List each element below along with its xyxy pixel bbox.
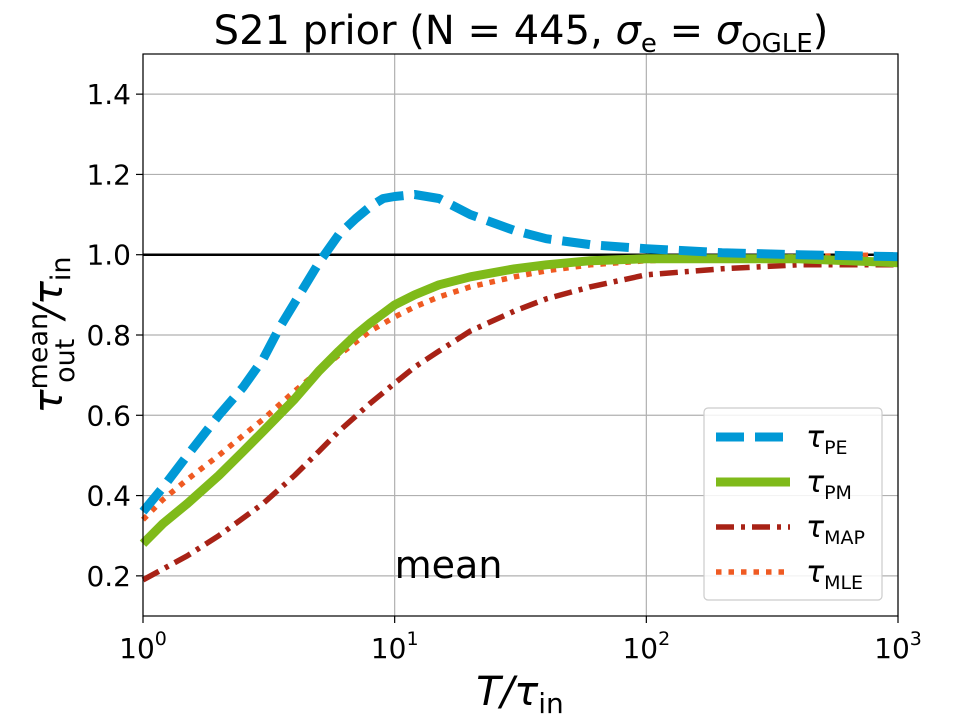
x-axis-label-main: T/τ — [476, 669, 539, 715]
chart-title: S21 prior (N = 445, σe = σOGLE) — [214, 8, 829, 59]
x-tick-labels: 100 101 102 103 — [119, 616, 922, 665]
y-tick-labels: 0.2 0.4 0.6 0.8 1.0 1.2 1.4 — [86, 78, 143, 593]
x-tick-exp-0: 0 — [155, 628, 167, 650]
series-line-pm — [139, 254, 899, 547]
y-tick-label-3: 0.8 — [86, 319, 131, 352]
legend-label-pe: τPE — [806, 420, 848, 459]
title-sigma-e: σ — [616, 8, 643, 54]
legend-label-pm: τPM — [806, 465, 852, 504]
title-sigma-e-sub: e — [641, 29, 657, 59]
x-tick-base-2: 10 — [622, 632, 658, 665]
legend-label-mle-tau: τ — [806, 555, 825, 590]
y-tick-label-4: 1.0 — [86, 239, 131, 272]
x-tick-exp-1: 1 — [406, 628, 418, 650]
x-tick-base-3: 10 — [874, 632, 910, 665]
legend-label-map-tau: τ — [806, 510, 825, 545]
legend-label-pe-sub: PE — [824, 437, 847, 459]
x-tick-label-2: 102 — [622, 628, 670, 665]
x-tick-exp-2: 2 — [658, 628, 670, 650]
y-axis-label-sub: out — [50, 339, 81, 383]
legend-label-mle: τMLE — [806, 555, 863, 594]
title-sigma-ogle: σ — [716, 8, 743, 54]
y-axis-label: τmeanout/τin — [23, 256, 81, 413]
annotation-mean: mean — [395, 543, 503, 587]
y-axis-label-tau: τ — [26, 389, 72, 414]
legend-label-map-sub: MAP — [824, 527, 865, 549]
legend-label-pm-tau: τ — [806, 465, 825, 500]
y-tick-label-5: 1.2 — [86, 158, 131, 191]
title-suffix: ) — [813, 8, 829, 54]
y-tick-label-6: 1.4 — [86, 78, 131, 111]
x-axis-label-sub: in — [538, 687, 564, 720]
legend-label-map: τMAP — [806, 510, 865, 549]
x-tick-label-1: 101 — [371, 628, 419, 665]
y-axis-label-sup: mean — [23, 313, 54, 390]
series-layer — [139, 190, 899, 583]
x-tick-exp-3: 3 — [910, 628, 922, 650]
y-tick-label-2: 0.6 — [86, 399, 131, 432]
title-prefix: S21 prior (N = 445, — [214, 8, 616, 54]
y-axis-label-slash: /τ — [26, 280, 72, 321]
legend-label-pe-tau: τ — [806, 420, 825, 455]
legend-label-pm-sub: PM — [824, 482, 852, 504]
x-tick-label-0: 100 — [119, 628, 167, 665]
x-axis-label: T/τin — [476, 669, 564, 720]
legend-label-mle-sub: MLE — [824, 572, 863, 594]
y-tick-label-1: 0.4 — [86, 480, 131, 513]
x-tick-label-3: 103 — [874, 628, 922, 665]
x-tick-base-1: 10 — [371, 632, 407, 665]
y-axis-label-sub2: in — [46, 256, 77, 281]
legend-box — [703, 407, 883, 601]
x-tick-base-0: 10 — [119, 632, 155, 665]
y-tick-label-0: 0.2 — [86, 560, 131, 593]
title-equals: = — [657, 8, 716, 54]
